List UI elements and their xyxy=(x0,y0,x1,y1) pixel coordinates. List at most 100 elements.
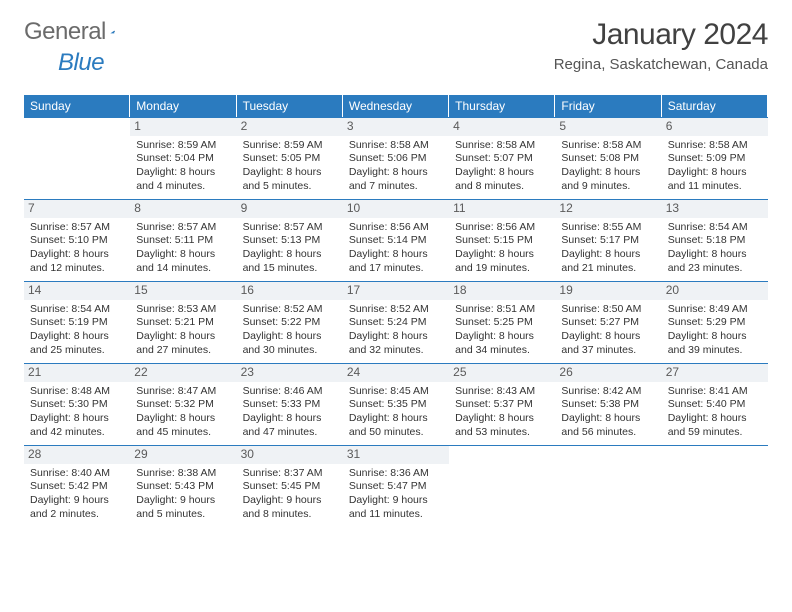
calendar-cell: 3 Sunrise: 8:58 AMSunset: 5:06 PMDaylight… xyxy=(343,117,449,199)
day-number: 9 xyxy=(237,200,343,218)
calendar-cell: 21 Sunrise: 8:48 AMSunset: 5:30 PMDayligh… xyxy=(24,363,130,445)
logo-word2: Blue xyxy=(58,49,104,77)
day-number: 24 xyxy=(343,364,449,382)
calendar-cell: 7 Sunrise: 8:57 AMSunset: 5:10 PMDaylight… xyxy=(24,199,130,281)
page-title: January 2024 xyxy=(554,18,768,52)
day-info: Sunrise: 8:58 AMSunset: 5:08 PMDaylight:… xyxy=(561,139,655,194)
calendar-cell: 9 Sunrise: 8:57 AMSunset: 5:13 PMDaylight… xyxy=(237,199,343,281)
logo: General xyxy=(24,18,140,46)
day-number: 3 xyxy=(343,118,449,136)
day-info: Sunrise: 8:54 AMSunset: 5:19 PMDaylight:… xyxy=(30,303,124,358)
calendar-cell: 1 Sunrise: 8:59 AMSunset: 5:04 PMDaylight… xyxy=(130,117,236,199)
day-number: 22 xyxy=(130,364,236,382)
weekday-header: Sunday xyxy=(24,95,130,117)
calendar-cell: 19 Sunrise: 8:50 AMSunset: 5:27 PMDayligh… xyxy=(555,281,661,363)
day-number: 28 xyxy=(24,446,130,464)
logo-triangle-icon xyxy=(110,23,115,41)
calendar-cell: 26 Sunrise: 8:42 AMSunset: 5:38 PMDayligh… xyxy=(555,363,661,445)
weekday-header: Tuesday xyxy=(237,95,343,117)
day-number: 17 xyxy=(343,282,449,300)
calendar-cell: 28 Sunrise: 8:40 AMSunset: 5:42 PMDayligh… xyxy=(24,445,130,527)
weekday-header: Friday xyxy=(555,95,661,117)
calendar-cell: 15Sunrise: 8:53 AMSunset: 5:21 PMDayligh… xyxy=(130,281,236,363)
calendar-cell: 23Sunrise: 8:46 AMSunset: 5:33 PMDayligh… xyxy=(237,363,343,445)
calendar-cell-empty xyxy=(449,445,555,527)
calendar-cell: 31 Sunrise: 8:36 AMSunset: 5:47 PMDayligh… xyxy=(343,445,449,527)
day-number: 21 xyxy=(24,364,130,382)
day-number: 5 xyxy=(555,118,661,136)
day-number: 11 xyxy=(449,200,555,218)
calendar-cell: 5 Sunrise: 8:58 AMSunset: 5:08 PMDaylight… xyxy=(555,117,661,199)
calendar-cell: 14 Sunrise: 8:54 AMSunset: 5:19 PMDayligh… xyxy=(24,281,130,363)
day-info: Sunrise: 8:58 AMSunset: 5:07 PMDaylight:… xyxy=(455,139,549,194)
day-info: Sunrise: 8:45 AMSunset: 5:35 PMDaylight:… xyxy=(349,385,443,440)
calendar-cell-empty xyxy=(662,445,768,527)
day-info: Sunrise: 8:57 AMSunset: 5:11 PMDaylight:… xyxy=(136,221,230,276)
day-info: Sunrise: 8:47 AMSunset: 5:32 PMDaylight:… xyxy=(136,385,230,440)
day-number: 8 xyxy=(130,200,236,218)
calendar-cell: 10Sunrise: 8:56 AMSunset: 5:14 PMDayligh… xyxy=(343,199,449,281)
calendar-cell: 6 Sunrise: 8:58 AMSunset: 5:09 PMDaylight… xyxy=(662,117,768,199)
day-info: Sunrise: 8:57 AMSunset: 5:10 PMDaylight:… xyxy=(30,221,124,276)
day-info: Sunrise: 8:46 AMSunset: 5:33 PMDaylight:… xyxy=(243,385,337,440)
logo-word1: General xyxy=(24,18,106,46)
day-info: Sunrise: 8:48 AMSunset: 5:30 PMDaylight:… xyxy=(30,385,124,440)
day-info: Sunrise: 8:59 AMSunset: 5:05 PMDaylight:… xyxy=(243,139,337,194)
weekday-header: Monday xyxy=(130,95,236,117)
day-number: 13 xyxy=(662,200,768,218)
day-number: 25 xyxy=(449,364,555,382)
day-info: Sunrise: 8:43 AMSunset: 5:37 PMDaylight:… xyxy=(455,385,549,440)
day-number: 16 xyxy=(237,282,343,300)
day-number: 7 xyxy=(24,200,130,218)
calendar-cell: 22 Sunrise: 8:47 AMSunset: 5:32 PMDayligh… xyxy=(130,363,236,445)
day-info: Sunrise: 8:57 AMSunset: 5:13 PMDaylight:… xyxy=(243,221,337,276)
calendar-cell-empty xyxy=(555,445,661,527)
calendar-cell: 8 Sunrise: 8:57 AMSunset: 5:11 PMDaylight… xyxy=(130,199,236,281)
day-number: 14 xyxy=(24,282,130,300)
day-info: Sunrise: 8:42 AMSunset: 5:38 PMDaylight:… xyxy=(561,385,655,440)
day-info: Sunrise: 8:41 AMSunset: 5:40 PMDaylight:… xyxy=(668,385,762,440)
calendar-cell: 17Sunrise: 8:52 AMSunset: 5:24 PMDayligh… xyxy=(343,281,449,363)
day-info: Sunrise: 8:37 AMSunset: 5:45 PMDaylight:… xyxy=(243,467,337,522)
day-number: 30 xyxy=(237,446,343,464)
weekday-header: Thursday xyxy=(449,95,555,117)
day-info: Sunrise: 8:51 AMSunset: 5:25 PMDaylight:… xyxy=(455,303,549,358)
day-number: 26 xyxy=(555,364,661,382)
calendar-cell: 29 Sunrise: 8:38 AMSunset: 5:43 PMDayligh… xyxy=(130,445,236,527)
day-number: 6 xyxy=(662,118,768,136)
day-info: Sunrise: 8:49 AMSunset: 5:29 PMDaylight:… xyxy=(668,303,762,358)
day-info: Sunrise: 8:40 AMSunset: 5:42 PMDaylight:… xyxy=(30,467,124,522)
day-number: 20 xyxy=(662,282,768,300)
calendar-cell: 27Sunrise: 8:41 AMSunset: 5:40 PMDayligh… xyxy=(662,363,768,445)
day-number: 31 xyxy=(343,446,449,464)
day-number: 19 xyxy=(555,282,661,300)
day-info: Sunrise: 8:53 AMSunset: 5:21 PMDaylight:… xyxy=(136,303,230,358)
calendar-cell: 11 Sunrise: 8:56 AMSunset: 5:15 PMDayligh… xyxy=(449,199,555,281)
day-number: 18 xyxy=(449,282,555,300)
calendar-cell: 18 Sunrise: 8:51 AMSunset: 5:25 PMDayligh… xyxy=(449,281,555,363)
day-info: Sunrise: 8:58 AMSunset: 5:09 PMDaylight:… xyxy=(668,139,762,194)
day-info: Sunrise: 8:56 AMSunset: 5:14 PMDaylight:… xyxy=(349,221,443,276)
day-number: 29 xyxy=(130,446,236,464)
day-info: Sunrise: 8:36 AMSunset: 5:47 PMDaylight:… xyxy=(349,467,443,522)
day-info: Sunrise: 8:50 AMSunset: 5:27 PMDaylight:… xyxy=(561,303,655,358)
calendar-cell: 30 Sunrise: 8:37 AMSunset: 5:45 PMDayligh… xyxy=(237,445,343,527)
calendar-cell: 24 Sunrise: 8:45 AMSunset: 5:35 PMDayligh… xyxy=(343,363,449,445)
calendar-cell: 20 Sunrise: 8:49 AMSunset: 5:29 PMDayligh… xyxy=(662,281,768,363)
calendar-grid: SundayMondayTuesdayWednesdayThursdayFrid… xyxy=(24,95,768,527)
calendar-cell: 16 Sunrise: 8:52 AMSunset: 5:22 PMDayligh… xyxy=(237,281,343,363)
day-number: 1 xyxy=(130,118,236,136)
calendar-cell-empty xyxy=(24,117,130,199)
weekday-header: Wednesday xyxy=(343,95,449,117)
day-info: Sunrise: 8:59 AMSunset: 5:04 PMDaylight:… xyxy=(136,139,230,194)
day-number: 2 xyxy=(237,118,343,136)
location: Regina, Saskatchewan, Canada xyxy=(554,56,768,73)
calendar-cell: 4Sunrise: 8:58 AMSunset: 5:07 PMDaylight… xyxy=(449,117,555,199)
day-info: Sunrise: 8:38 AMSunset: 5:43 PMDaylight:… xyxy=(136,467,230,522)
calendar-cell: 12 Sunrise: 8:55 AMSunset: 5:17 PMDayligh… xyxy=(555,199,661,281)
day-number: 12 xyxy=(555,200,661,218)
day-info: Sunrise: 8:56 AMSunset: 5:15 PMDaylight:… xyxy=(455,221,549,276)
day-info: Sunrise: 8:52 AMSunset: 5:22 PMDaylight:… xyxy=(243,303,337,358)
day-info: Sunrise: 8:55 AMSunset: 5:17 PMDaylight:… xyxy=(561,221,655,276)
day-info: Sunrise: 8:58 AMSunset: 5:06 PMDaylight:… xyxy=(349,139,443,194)
